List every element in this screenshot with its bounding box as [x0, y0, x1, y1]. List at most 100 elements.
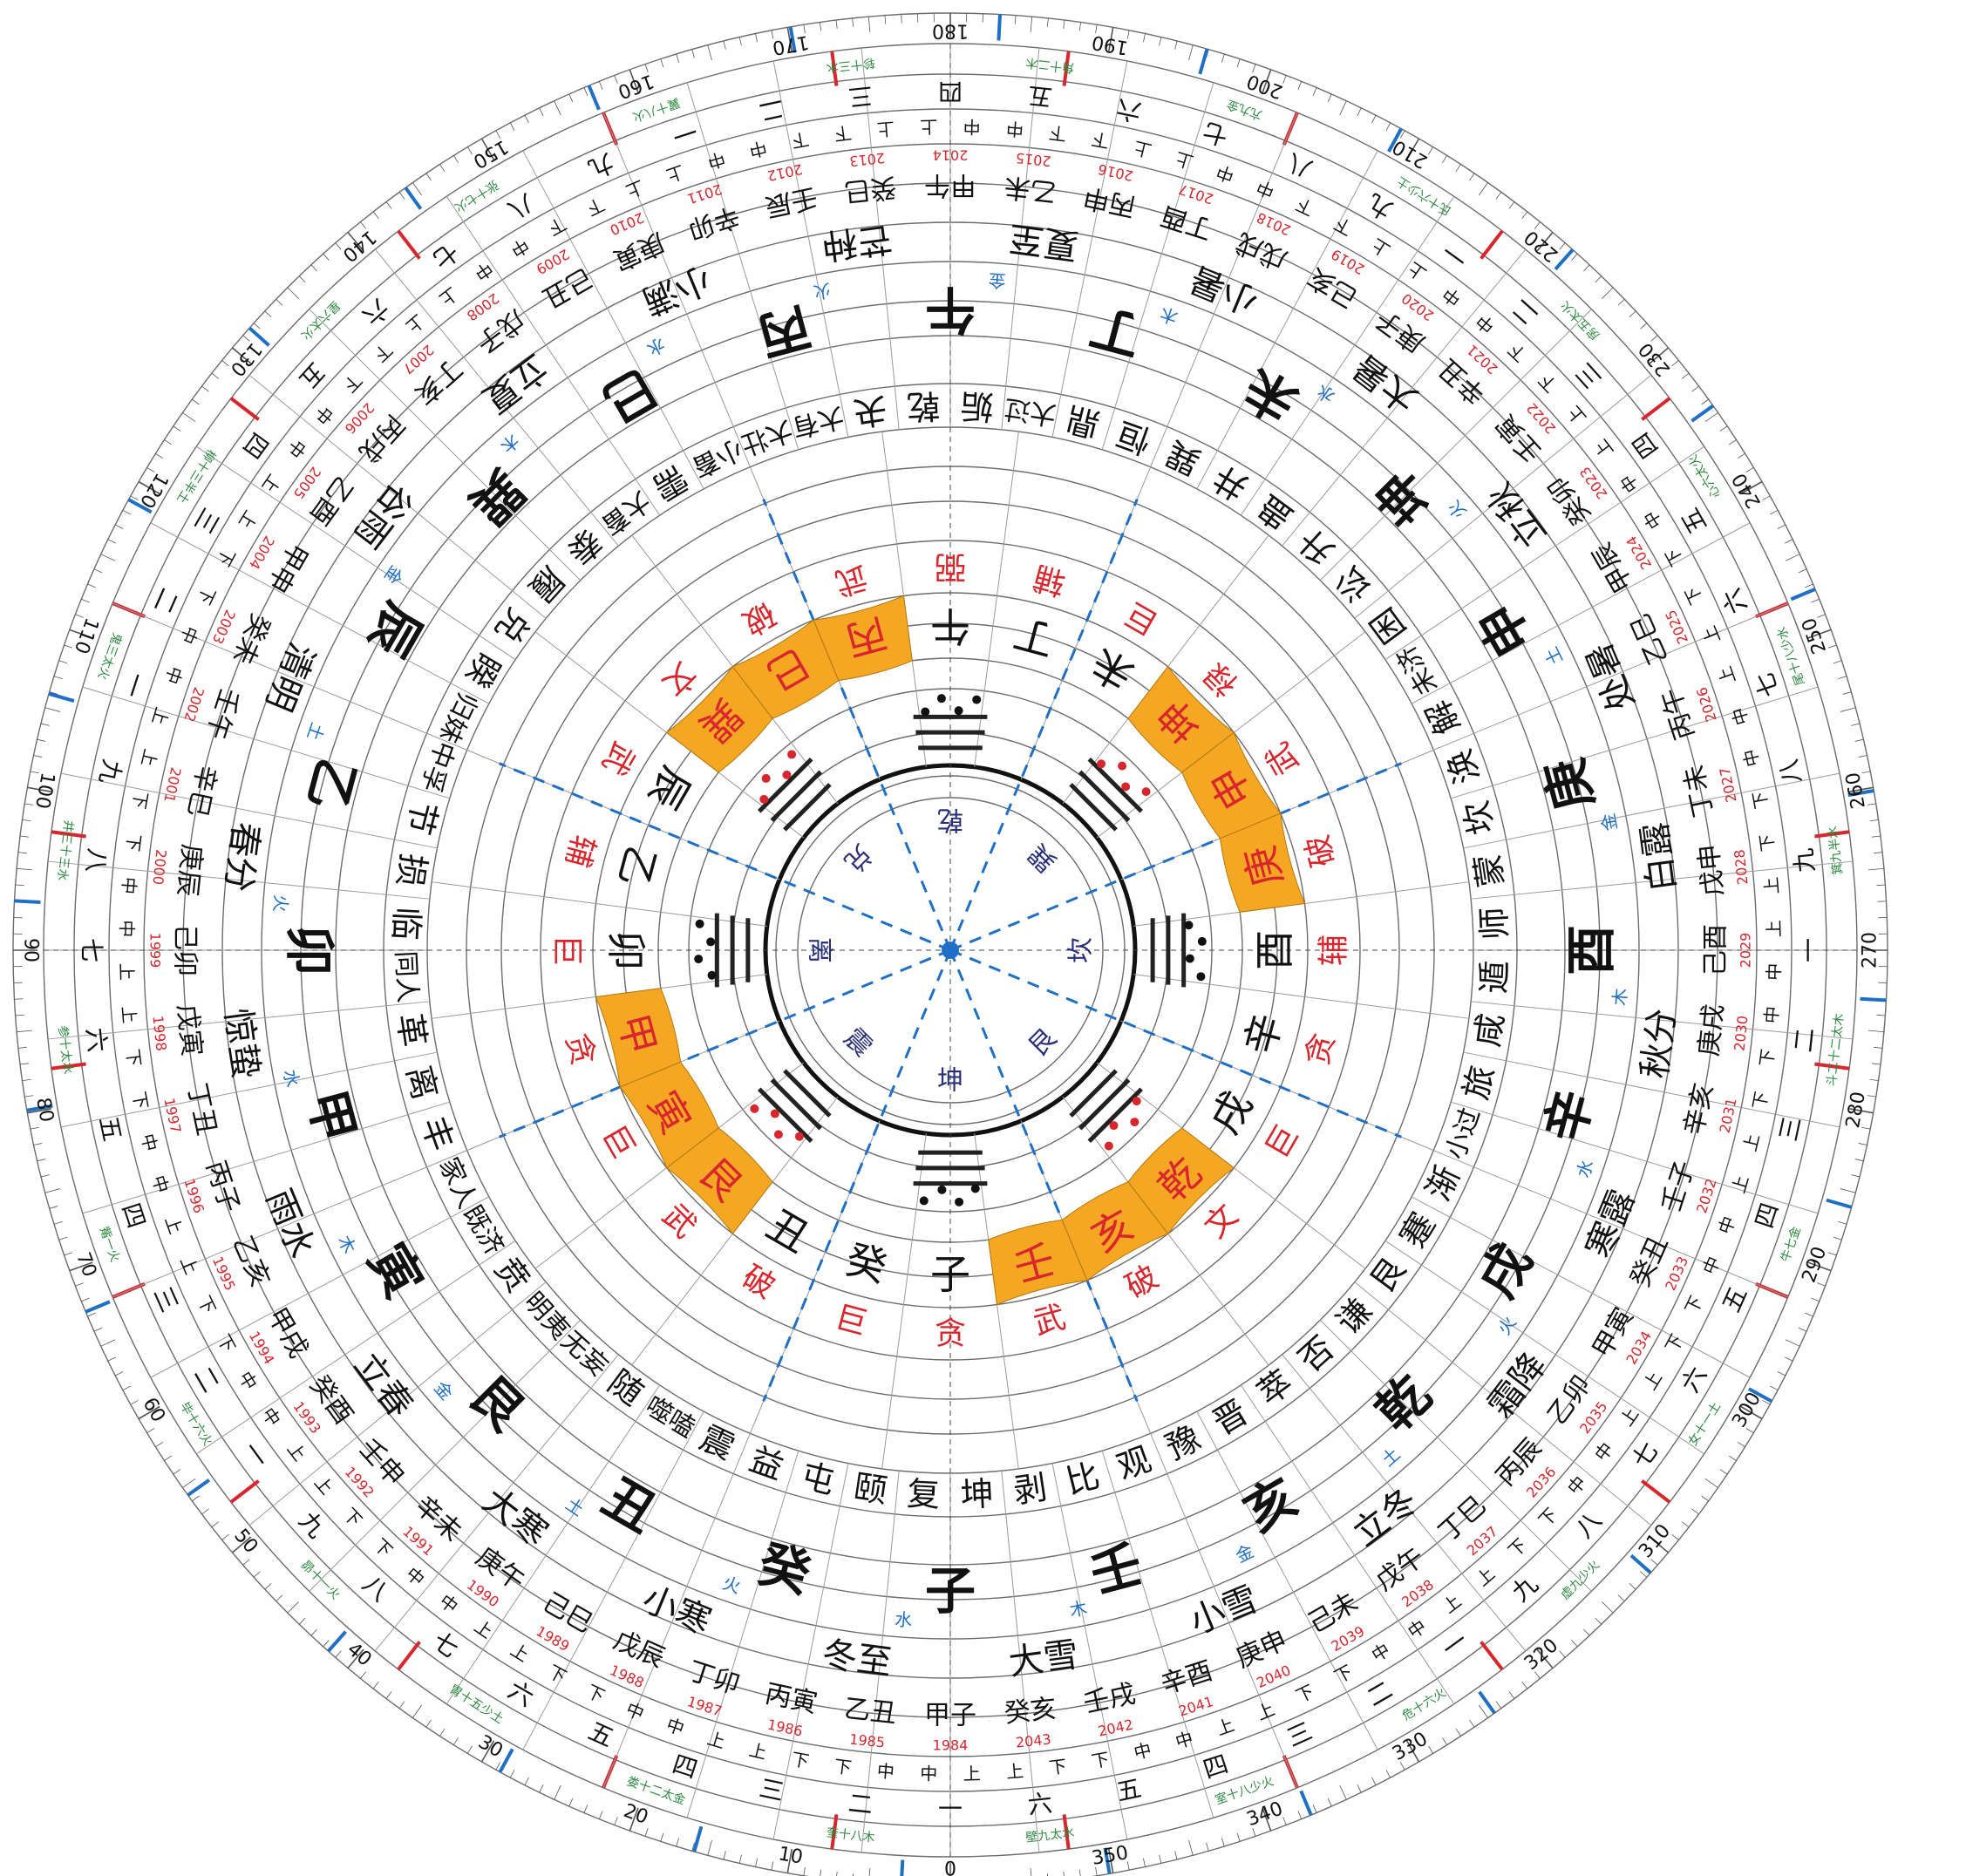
degree-tick: [1777, 524, 1786, 529]
degree-tick: [1405, 1740, 1420, 1763]
degree-tick: [583, 1805, 588, 1813]
yuan-label: 下: [545, 213, 570, 240]
lunar-mansion-label: 女十一土: [1685, 1399, 1724, 1448]
year-number: 1987: [685, 1693, 724, 1720]
yuan-label: 下: [1048, 1756, 1068, 1778]
year-ganzhi: 丁丑: [181, 1081, 222, 1139]
degree-tick: [253, 323, 261, 330]
yuan-label: 中: [1439, 283, 1465, 310]
hexagram-name: 贲: [487, 1250, 538, 1300]
yuan-label: 上: [1714, 663, 1739, 687]
degree-tick: [480, 138, 495, 160]
year-ganzhi: 壬戌: [1081, 1678, 1139, 1719]
mountain-outer: 辛: [1534, 1084, 1605, 1148]
mountain-star: 巨: [831, 1300, 870, 1342]
mountain-inner: 卯: [602, 930, 650, 970]
yuan-label: 中: [1005, 118, 1024, 139]
degree-tick: [852, 1873, 854, 1876]
yuan-label: 中: [258, 1404, 285, 1430]
degree-tick: [554, 1784, 561, 1800]
degree-label: 100: [31, 771, 58, 811]
red-marker-tick: [51, 1062, 86, 1071]
yuan-label: 下: [1681, 583, 1707, 608]
hexagram-divider: [150, 1196, 490, 1378]
mountain-outer: 丙: [752, 296, 817, 367]
hexagram-name: 既济: [456, 1200, 509, 1261]
degree-tick: [1595, 1617, 1602, 1625]
outer-number: 二: [757, 93, 786, 126]
element-annotation: 土: [1541, 643, 1567, 668]
yuan-label: 下: [790, 1749, 811, 1772]
degree-tick: [738, 1854, 742, 1864]
degree-tick: [1719, 425, 1728, 432]
degree-label: 200: [1244, 70, 1286, 103]
degree-tick: [242, 335, 250, 342]
year-ganzhi: 辛亥: [1678, 1081, 1719, 1139]
degree-label: 60: [138, 1394, 169, 1426]
degree-tick: [1691, 1508, 1699, 1515]
degree-tick: [1691, 385, 1699, 392]
hexagram-name: 离: [399, 1062, 445, 1104]
outer-number: 一: [938, 1795, 963, 1824]
hexagram-divider: [446, 195, 661, 516]
trigram-boundary-line: [949, 948, 1402, 1139]
degree-tick: [1798, 568, 1807, 574]
yuan-label: 中: [161, 663, 187, 687]
outer-number: 五: [1114, 1773, 1144, 1806]
element-annotation: 金: [430, 1377, 457, 1404]
outer-number: 五: [1026, 81, 1053, 112]
degree-tick: [15, 1014, 24, 1016]
year-ganzhi: 庚戌: [1694, 1003, 1730, 1057]
yuan-label: 下: [1534, 1504, 1561, 1531]
degree-tick: [64, 644, 73, 649]
degree-tick: [1046, 1873, 1049, 1876]
hexagram-divider: [1282, 248, 1527, 547]
hexagram-divider: [861, 47, 900, 430]
degree-tick: [1262, 69, 1272, 93]
degree-tick: [1312, 1805, 1317, 1813]
degree-tick: [1838, 1220, 1847, 1225]
hexagram-name: 颐: [851, 1468, 889, 1511]
trigram-name: 坎: [1066, 937, 1097, 963]
degree-tick: [598, 81, 603, 90]
highlighted-mountain-cell: [1219, 812, 1306, 913]
year-number: 1996: [180, 1177, 207, 1216]
degree-label: 140: [338, 226, 380, 266]
hexagram-divider: [1451, 1101, 1819, 1214]
mountain-star: 贪: [935, 1316, 966, 1352]
hexagram-name: 归妹: [432, 687, 482, 747]
mountain-divider: [881, 1133, 927, 1469]
degree-tick: [287, 287, 299, 299]
yuan-label: 中: [1616, 471, 1643, 497]
mountain-outer: 子: [925, 1561, 976, 1621]
blue-marker-tick: [187, 1478, 211, 1497]
degree-tick: [568, 1798, 574, 1807]
degree-tick: [1495, 1701, 1502, 1709]
element-annotation: 水: [643, 334, 668, 360]
degree-tick: [1174, 40, 1178, 50]
degree-tick: [1252, 1827, 1256, 1837]
degree-tick: [211, 372, 220, 379]
degree-tick: [1762, 1399, 1771, 1405]
mountain-outer: 寅: [357, 1234, 434, 1307]
yuan-label: 下: [122, 833, 145, 853]
degree-tick: [37, 738, 46, 742]
blue-marker-tick: [498, 1748, 514, 1773]
red-marker-tick: [1814, 830, 1850, 839]
yuan-label: 上: [1368, 234, 1394, 262]
degree-tick: [1848, 1108, 1874, 1114]
solar-term: 寒露: [1579, 1184, 1643, 1264]
trigram-boundary-line: [499, 762, 951, 952]
hexagram-name: 坤: [960, 1474, 995, 1514]
yuan-label: 上: [1760, 876, 1782, 895]
yuan-label: 上: [435, 283, 461, 310]
degree-tick: [1617, 298, 1625, 306]
lunar-mansion-label: 危十六火: [1400, 1686, 1449, 1723]
trigram-boundary-line: [949, 949, 1139, 1402]
degree-tick: [1583, 264, 1590, 272]
mountain-star: 贪: [559, 1030, 602, 1069]
degree-tick: [1078, 1869, 1081, 1876]
degree-tick: [182, 1478, 196, 1488]
outer-number: 八: [357, 1569, 394, 1607]
degree-tick: [107, 539, 116, 544]
